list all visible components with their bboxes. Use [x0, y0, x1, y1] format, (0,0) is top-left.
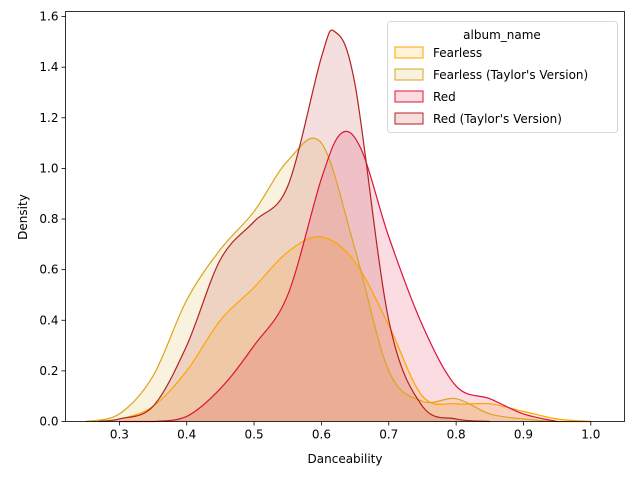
legend-label-fearless: Fearless [433, 46, 482, 60]
line-red-taylor-s-version [99, 29, 490, 423]
line-fearless-taylor-s-version [85, 137, 591, 423]
area-red [119, 131, 558, 422]
x-tick-label: 0.9 [514, 428, 533, 442]
legend-swatch-red [394, 90, 424, 103]
y-tick-label: 0.0 [39, 415, 58, 429]
x-tick-label: 0.4 [177, 428, 196, 442]
legend: album_name Fearless Fearless (Taylor's Ve… [387, 21, 618, 133]
x-tick-label: 1.0 [581, 428, 600, 442]
y-tick-label: 0.2 [39, 364, 58, 378]
legend-label-red-taylor-s-version: Red (Taylor's Version) [433, 112, 562, 126]
area-fearless-taylor-s-version [85, 138, 591, 422]
area-red-taylor-s-version [99, 30, 490, 422]
legend-label-fearless-taylor-s-version: Fearless (Taylor's Version) [433, 68, 588, 82]
y-tick-label: 1.2 [39, 111, 58, 125]
x-tick-label: 0.8 [447, 428, 466, 442]
area-fearless [85, 236, 591, 422]
y-tick-label: 1.0 [39, 161, 58, 175]
y-tick-label: 0.8 [39, 212, 58, 226]
y-axis-ticks: 0.0 0.2 0.4 0.6 0.8 1.0 1.2 1.4 1.6 [39, 10, 66, 429]
x-tick-label: 0.6 [312, 428, 331, 442]
plot-frame [65, 11, 625, 422]
y-tick-label: 1.6 [39, 10, 58, 24]
x-axis-label: Danceability [308, 452, 383, 466]
y-tick-label: 0.4 [39, 313, 58, 327]
legend-swatch-fearless-taylor-s-version [394, 68, 424, 81]
density-areas [85, 29, 591, 423]
line-red [119, 130, 558, 423]
legend-items: Fearless Fearless (Taylor's Version) Red Re… [394, 46, 588, 126]
y-axis-label: Density [16, 194, 30, 240]
y-tick-label: 1.4 [39, 60, 58, 74]
legend-frame [387, 21, 618, 133]
x-axis-ticks: 0.3 0.4 0.5 0.6 0.7 0.8 0.9 1.0 [110, 421, 600, 442]
legend-title: album_name [463, 28, 541, 42]
y-tick-label: 0.6 [39, 263, 58, 277]
legend-swatch-fearless [394, 46, 424, 59]
line-fearless [85, 235, 591, 423]
legend-label-red: Red [433, 90, 456, 104]
legend-swatch-red-taylor-s-version [394, 112, 424, 125]
x-tick-label: 0.3 [110, 428, 129, 442]
x-tick-label: 0.7 [379, 428, 398, 442]
x-tick-label: 0.5 [245, 428, 264, 442]
